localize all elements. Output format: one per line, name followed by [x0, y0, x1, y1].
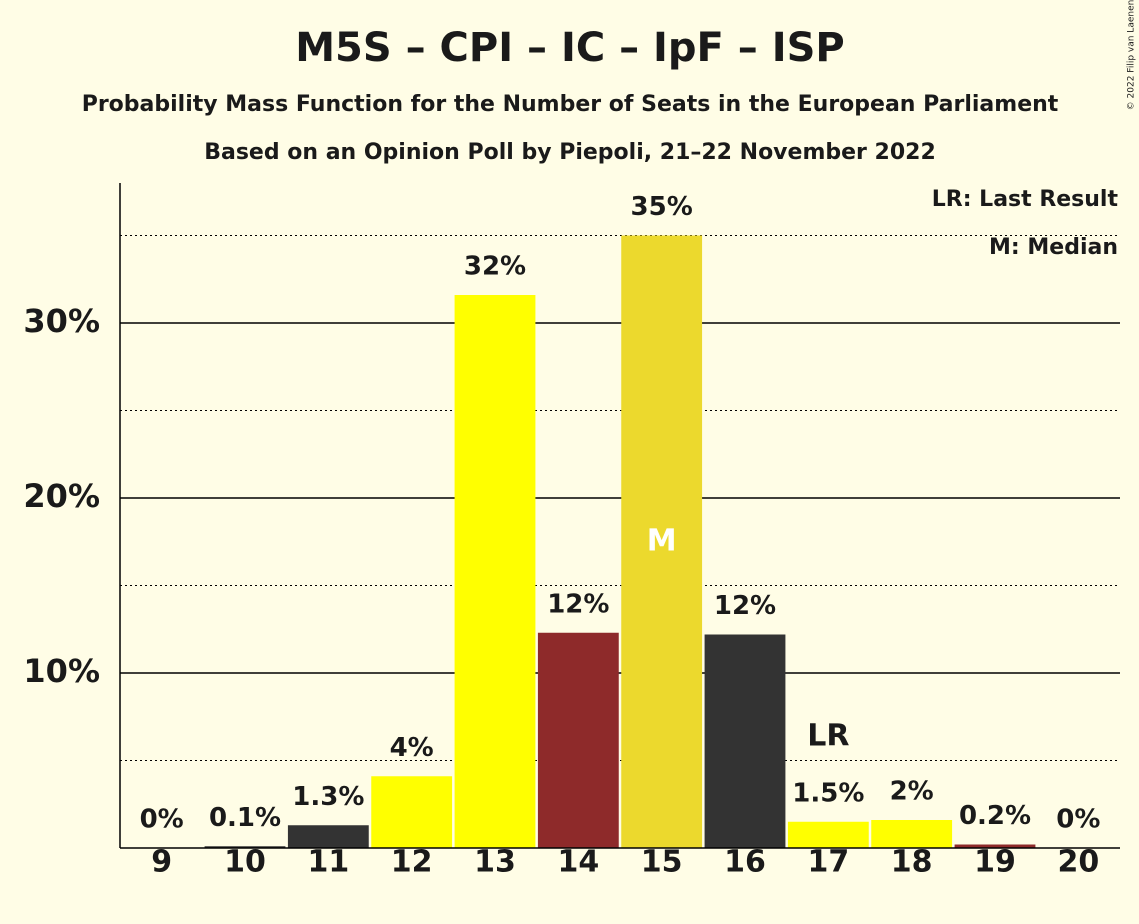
value-label: 12% [714, 591, 776, 621]
value-label: 1.5% [792, 778, 864, 808]
value-label: 1.3% [292, 782, 364, 812]
bar [704, 634, 786, 848]
y-tick-label: 20% [23, 477, 100, 515]
x-tick-label: 9 [151, 845, 172, 880]
value-label: 2% [890, 777, 934, 807]
bar [954, 844, 1036, 848]
annotation: M [647, 523, 677, 558]
copyright: © 2022 Filip van Laenen [1127, 0, 1137, 110]
chart-subtitle: Based on an Opinion Poll by Piepoli, 21–… [204, 140, 936, 165]
value-label: 12% [547, 589, 609, 619]
y-tick-label: 30% [23, 302, 100, 340]
x-tick-label: 16 [724, 845, 766, 880]
value-label: 4% [390, 733, 434, 763]
value-label: 32% [464, 252, 526, 282]
value-label: 0% [140, 805, 184, 835]
annotation: LR [807, 718, 849, 753]
x-tick-label: 12 [391, 845, 433, 880]
chart-title: M5S – CPI – IC – IpF – ISP [295, 25, 845, 71]
bar [204, 846, 286, 848]
y-tick-label: 10% [23, 652, 100, 690]
x-tick-label: 10 [224, 845, 266, 880]
x-tick-label: 20 [1057, 845, 1099, 880]
x-tick-label: 18 [891, 845, 933, 880]
value-label: 0.2% [959, 801, 1031, 831]
x-tick-label: 14 [557, 845, 599, 880]
bar [787, 821, 869, 848]
x-tick-label: 15 [641, 845, 683, 880]
bar [287, 825, 369, 848]
x-tick-label: 13 [474, 845, 516, 880]
legend-entry: M: Median [989, 235, 1118, 260]
x-tick-label: 11 [307, 845, 349, 880]
bar [871, 820, 953, 848]
x-tick-label: 17 [807, 845, 849, 880]
bar [371, 776, 453, 848]
bar [621, 235, 703, 848]
chart-subtitle: Probability Mass Function for the Number… [82, 92, 1059, 117]
bar [454, 295, 536, 848]
value-label: 35% [631, 192, 693, 222]
bar [537, 632, 619, 848]
x-tick-label: 19 [974, 845, 1016, 880]
value-label: 0.1% [209, 803, 281, 833]
legend-entry: LR: Last Result [932, 187, 1119, 212]
value-label: 0% [1056, 805, 1100, 835]
